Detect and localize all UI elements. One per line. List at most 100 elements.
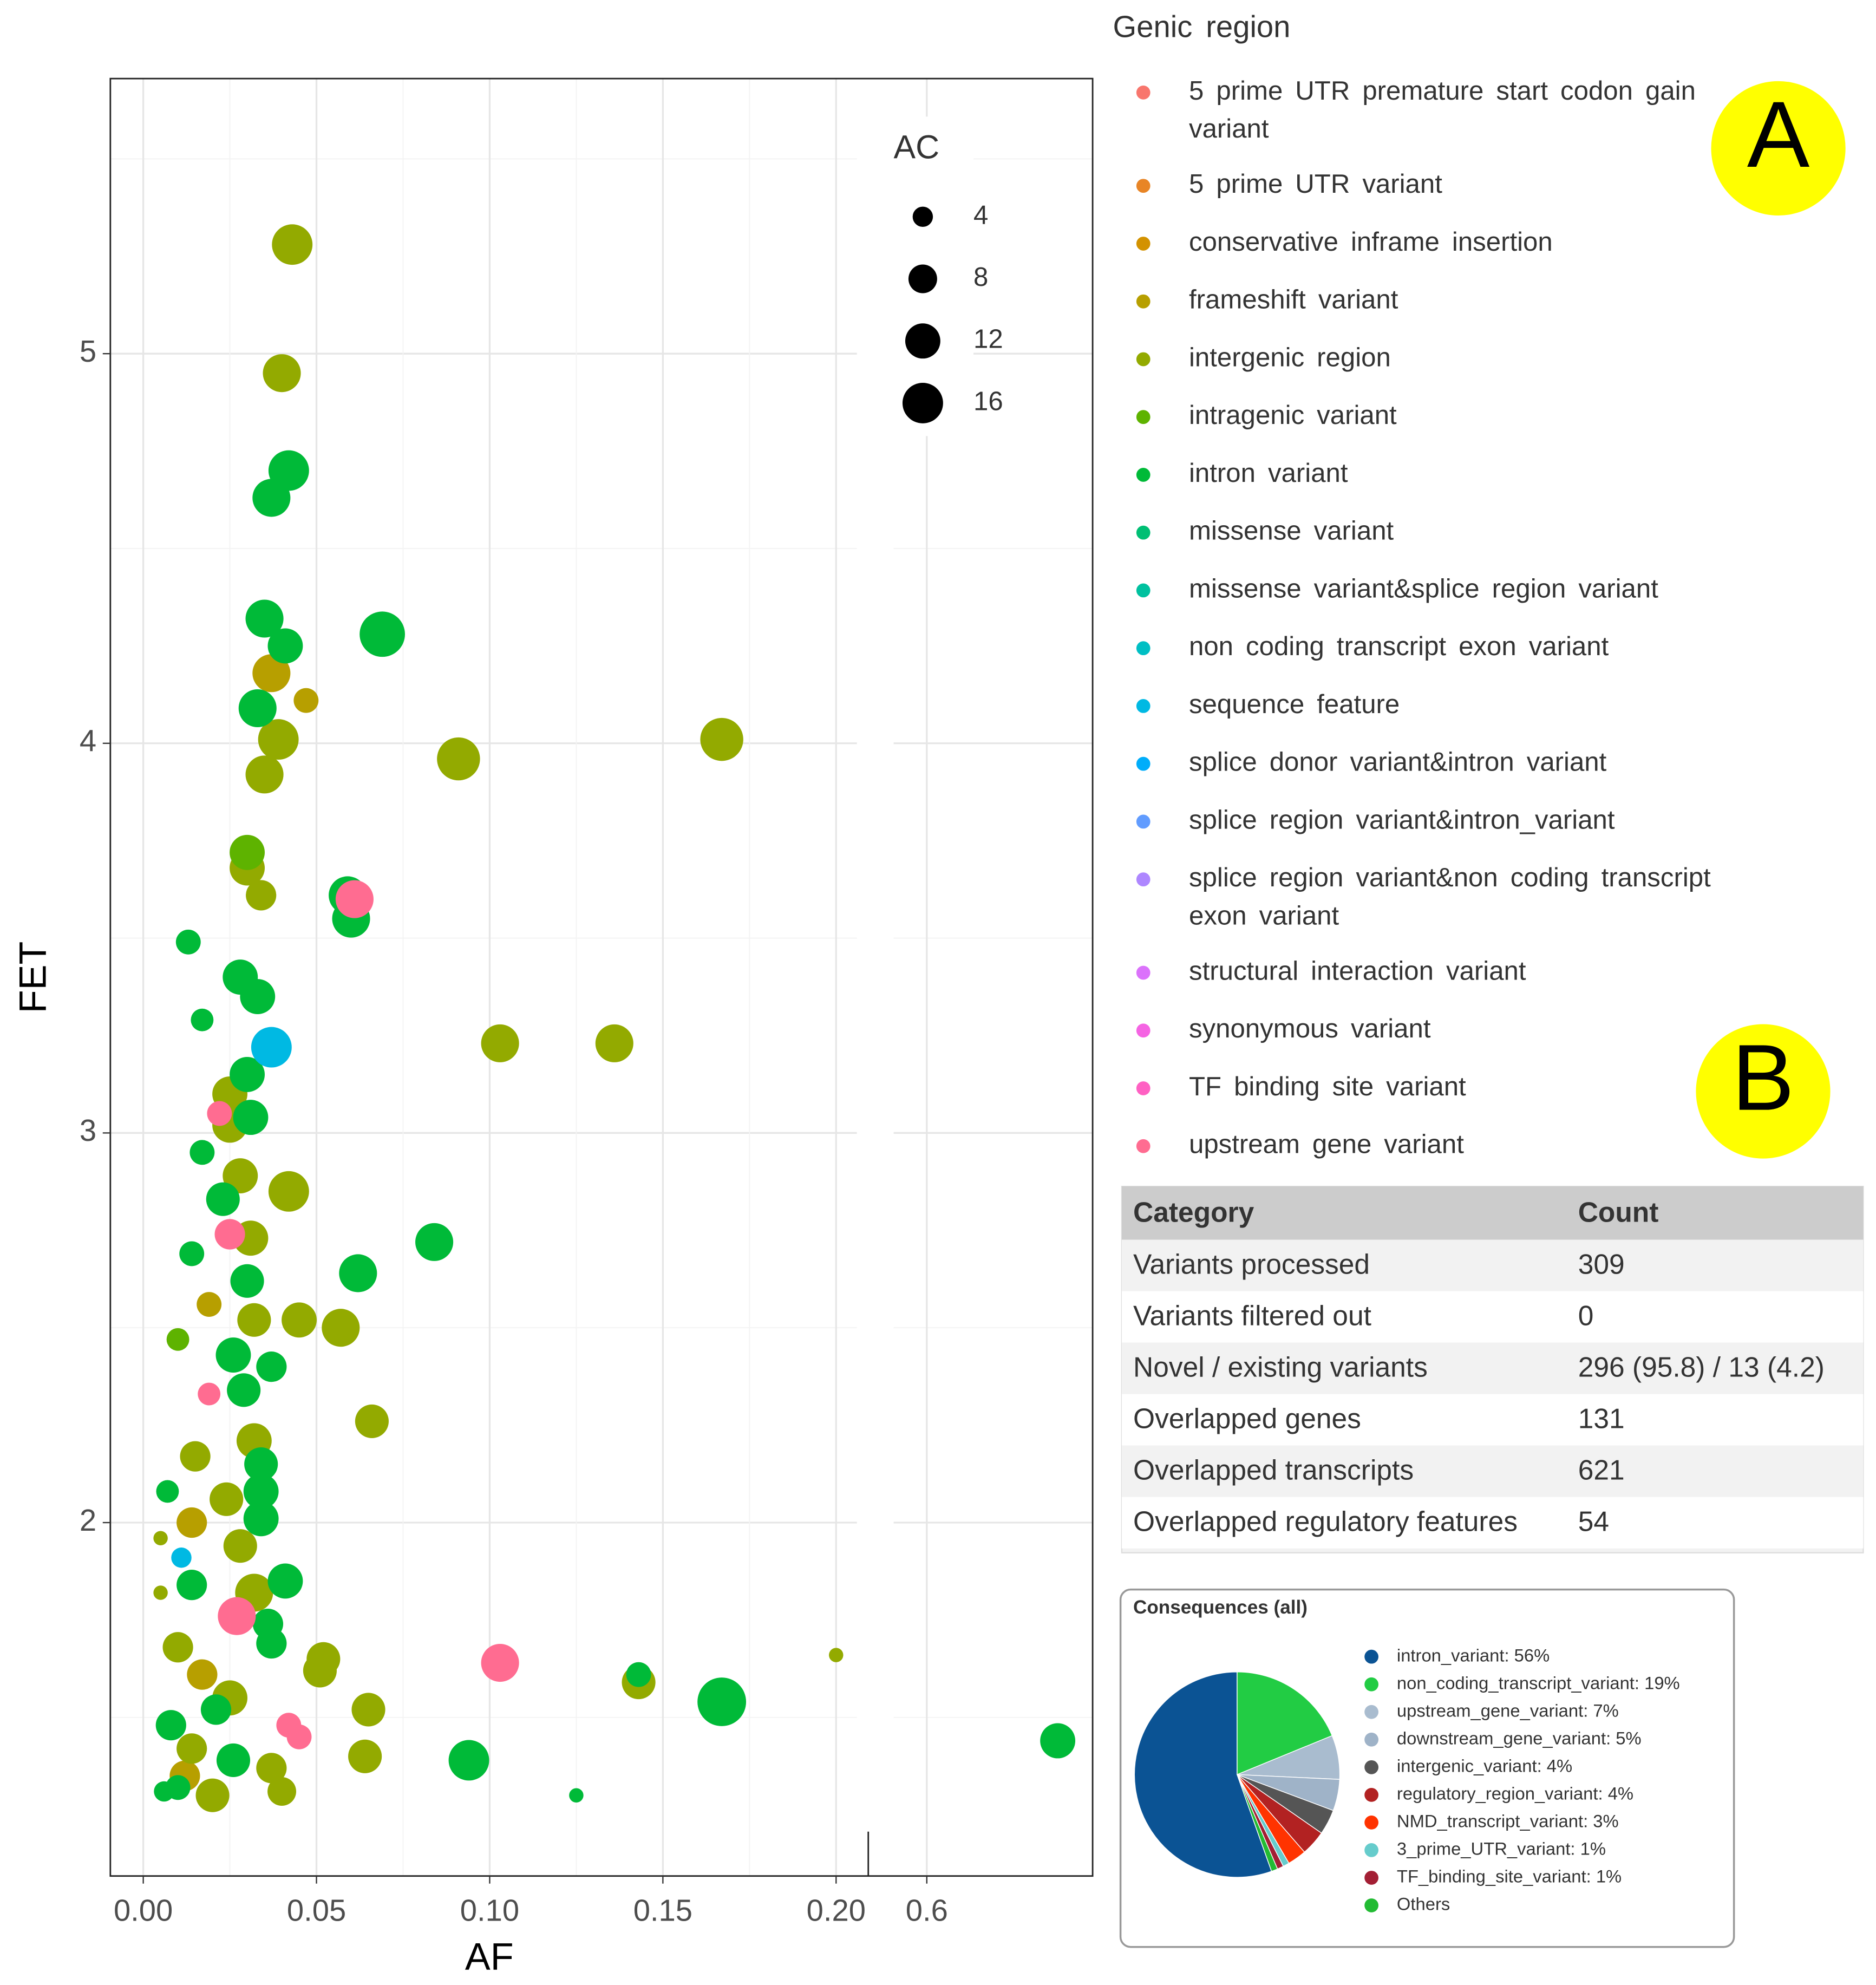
pie-legend-swatch (1364, 1871, 1378, 1885)
size-legend-dot (905, 323, 940, 359)
legend-swatch (1136, 179, 1151, 193)
legend-swatch (1136, 583, 1151, 598)
point (177, 1733, 207, 1764)
pie-legend-swatch (1364, 1898, 1378, 1912)
point (244, 1447, 278, 1481)
y-tick-label: 4 (80, 724, 96, 758)
point (626, 1662, 651, 1687)
legend-swatch (1136, 872, 1151, 887)
point (267, 628, 303, 664)
pie: intron_variant: 56% non_coding_transcript… (1134, 1645, 1680, 1914)
legend-label: 5 prime UTR premature start codon gain v… (1189, 76, 1708, 143)
pie-legend-label: intron_variant: 56% (1397, 1645, 1550, 1665)
legend-label: splice region variant&non coding transcr… (1189, 863, 1723, 930)
point (207, 1101, 232, 1126)
size-legend-title: AC (894, 128, 940, 165)
point (180, 1441, 211, 1472)
point (227, 1373, 261, 1407)
point (218, 1597, 256, 1635)
pie-legend-swatch (1364, 1843, 1378, 1857)
point (700, 717, 743, 761)
point (348, 1739, 382, 1773)
legend-swatch (1136, 1081, 1151, 1095)
point (177, 1507, 207, 1538)
point (267, 1563, 303, 1599)
point (481, 1644, 519, 1682)
panel-badge (1696, 1024, 1831, 1159)
y-tick-label: 3 (80, 1113, 96, 1147)
point (187, 1659, 218, 1690)
point (175, 929, 201, 955)
point (171, 1547, 192, 1568)
legend-swatch (1136, 814, 1151, 829)
point (448, 1740, 489, 1781)
point (223, 1158, 258, 1193)
point (153, 1585, 168, 1600)
point (335, 880, 374, 918)
pie-legend-swatch (1364, 1649, 1378, 1664)
point (1040, 1723, 1076, 1759)
point (303, 1654, 337, 1688)
point (339, 1254, 377, 1292)
legend-label: missense variant (1189, 516, 1394, 546)
legend-label: structural interaction variant (1189, 956, 1526, 985)
table-row (1121, 1394, 1864, 1446)
legend-label: frameshift variant (1189, 285, 1398, 315)
point (198, 1382, 221, 1406)
point (237, 1303, 271, 1337)
legend-title: Genic region (1113, 10, 1291, 44)
point (155, 1710, 186, 1741)
table-cell: 131 (1578, 1402, 1625, 1434)
point (230, 834, 265, 870)
legend-swatch (1136, 1023, 1151, 1038)
legend-swatch (1136, 1139, 1151, 1153)
legend-label: intron variant (1189, 458, 1348, 488)
point (195, 1778, 230, 1812)
y-tick-label: 2 (80, 1503, 96, 1537)
point (177, 1570, 207, 1601)
table-cell: Variants filtered out (1133, 1300, 1371, 1331)
point (189, 1140, 215, 1165)
point (258, 719, 299, 760)
size-legend-label: 16 (973, 386, 1003, 416)
table-cell: Overlapped genes (1133, 1402, 1361, 1434)
panel-badge (1711, 81, 1846, 216)
point (179, 1241, 205, 1266)
table-row (1121, 1342, 1864, 1394)
x-tick-label: 0.15 (633, 1893, 692, 1927)
table-cell: Overlapped regulatory features (1133, 1505, 1518, 1537)
point (256, 1753, 287, 1784)
legend-swatch (1136, 86, 1151, 100)
legend-swatch (1136, 965, 1151, 980)
point (243, 1473, 279, 1509)
point (206, 1182, 240, 1216)
y-axis-title: FET (11, 942, 54, 1014)
point (415, 1223, 454, 1261)
point (230, 1057, 265, 1092)
table-row (1121, 1445, 1864, 1497)
pie-legend-swatch (1364, 1677, 1378, 1692)
table-header-cell: Count (1578, 1196, 1659, 1227)
point (200, 1694, 232, 1725)
point (166, 1328, 189, 1351)
size-legend-dot (912, 206, 933, 227)
point (322, 1309, 360, 1347)
pie-legend-swatch (1364, 1816, 1378, 1830)
point (223, 1529, 257, 1563)
pie-legend-label: non_coding_transcript_variant: 19% (1397, 1673, 1680, 1693)
legend-label: intergenic region (1189, 342, 1391, 372)
pie-legend-label: 3_prime_UTR_variant: 1% (1397, 1839, 1606, 1859)
point (230, 1264, 264, 1298)
size-legend-dot (902, 382, 943, 423)
pie-title: Consequences (all) (1133, 1597, 1308, 1618)
pie-legend-swatch (1364, 1787, 1378, 1802)
point (595, 1024, 633, 1062)
point (267, 1777, 297, 1806)
legend-label: splice donor variant&intron variant (1189, 747, 1607, 777)
pie-slice (1237, 1774, 1278, 1872)
legend-label: splice region variant&intron_variant (1189, 805, 1615, 834)
point (197, 1292, 222, 1317)
table-cell: Overlapped transcripts (1133, 1454, 1414, 1485)
